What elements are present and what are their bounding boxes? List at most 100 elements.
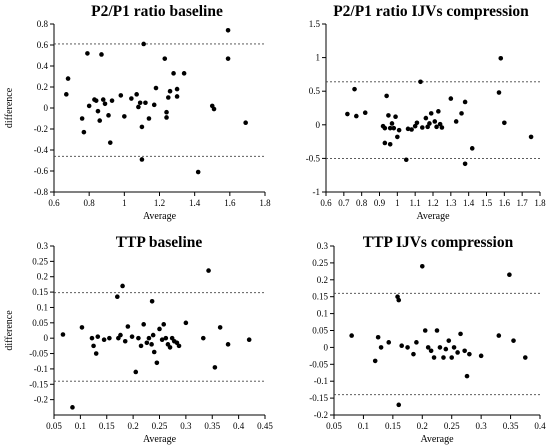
x-tick-label: 0.2 [417, 421, 428, 431]
chart-panel-4: TTP IJVs compression 0.05 0.1 0.15 0.2 0.25 0.… [309, 234, 546, 445]
y-tick-label: 0.15 [32, 287, 48, 297]
y-tick-label: 0 [316, 120, 321, 130]
x-tick-label: 1.8 [259, 198, 271, 208]
data-point [453, 119, 459, 124]
data-point [496, 90, 502, 95]
data-point [389, 121, 395, 126]
data-point [138, 343, 144, 349]
y-tick-label: 0 [44, 333, 49, 343]
data-point [154, 360, 160, 366]
data-point [436, 109, 441, 114]
data-point [157, 326, 162, 332]
data-point [122, 338, 128, 344]
data-point [428, 111, 434, 116]
x-tick-label: 0.4 [233, 421, 245, 431]
y-tick-label: 0.1 [37, 302, 48, 312]
data-point [109, 98, 115, 103]
x-tick-label: 1.6 [499, 198, 511, 208]
data-point [150, 332, 156, 338]
x-tick-label: 1.3 [445, 198, 457, 208]
y-tick-label: -0.8 [34, 187, 49, 197]
data-point [432, 119, 438, 124]
x-axis-label: Average [420, 434, 454, 445]
data-point [459, 111, 464, 116]
y-tick-label: 1.5 [309, 19, 321, 29]
chart-title: TTP IJVs compression [363, 234, 514, 251]
y-tick-label: -0.05 [309, 359, 328, 369]
x-tick-label: 1 [395, 198, 400, 208]
data-point [414, 120, 420, 126]
data-point [133, 369, 139, 375]
data-point [372, 358, 378, 364]
data-point [106, 113, 111, 118]
data-point [141, 41, 146, 47]
y-tick-label: -0.15 [309, 393, 328, 403]
x-tick-label: 0.45 [257, 421, 273, 431]
data-point [349, 333, 354, 338]
x-tick-label: 0.2 [128, 421, 139, 431]
data-point [448, 96, 454, 101]
chart-panel-1: P2/P1 ratio baseline 0.6 0.8 1 1.2 1.4 1.6 1.8 -… [4, 3, 271, 222]
data-point [122, 114, 127, 119]
data-point [393, 114, 398, 120]
data-point [118, 93, 124, 98]
x-tick-label: 0.25 [152, 421, 168, 431]
data-point [163, 335, 169, 341]
data-point [382, 125, 388, 131]
data-point [498, 55, 504, 61]
x-tick-label: 1.1 [410, 198, 421, 208]
data-point [418, 79, 423, 85]
data-point [174, 94, 180, 99]
data-point [511, 338, 516, 343]
data-point [211, 106, 217, 112]
data-point [431, 355, 437, 360]
data-point [395, 134, 400, 140]
data-point [225, 28, 231, 33]
y-tick-label: 0.2 [317, 275, 328, 285]
data-point [458, 331, 463, 337]
y-tick-label: 0.6 [37, 40, 49, 50]
data-point [375, 334, 381, 340]
data-point [101, 337, 107, 343]
x-tick-label: 0.8 [84, 198, 96, 208]
data-point [428, 348, 434, 354]
data-point [396, 127, 402, 133]
data-point [64, 92, 69, 97]
data-point [200, 335, 206, 341]
data-point [451, 345, 457, 350]
data-point [414, 340, 419, 345]
data-point [93, 351, 99, 356]
data-point [469, 146, 475, 151]
data-point [146, 116, 152, 121]
y-tick-label: -0.2 [314, 410, 328, 420]
x-tick-label: 0.05 [46, 421, 62, 431]
x-tick-label: 1.6 [224, 198, 236, 208]
y-tick-label: -1 [313, 187, 321, 197]
data-point [422, 328, 428, 333]
data-point [441, 355, 446, 360]
y-tick-label: 0.3 [317, 241, 329, 251]
data-point [507, 272, 512, 278]
chart-title: P2/P1 ratio IJVs compression [333, 3, 529, 20]
data-point [462, 348, 467, 354]
data-point [93, 98, 99, 103]
y-tick-label: 0 [44, 103, 49, 113]
data-point [478, 353, 484, 359]
data-point [146, 335, 152, 341]
y-tick-label: -0.1 [314, 376, 328, 386]
data-point [171, 71, 176, 76]
data-point [225, 56, 231, 61]
data-point [65, 76, 71, 81]
data-point [137, 100, 143, 106]
data-point [423, 115, 429, 121]
data-point [165, 95, 171, 100]
y-tick-label: 0.3 [37, 241, 49, 251]
data-point [129, 334, 135, 339]
data-point [162, 56, 168, 61]
y-tick-label: -0.4 [34, 145, 49, 155]
x-tick-label: 0.3 [476, 421, 488, 431]
data-point [159, 337, 165, 343]
data-point [60, 332, 66, 337]
x-tick-label: 1.4 [463, 198, 475, 208]
data-point [411, 351, 416, 357]
